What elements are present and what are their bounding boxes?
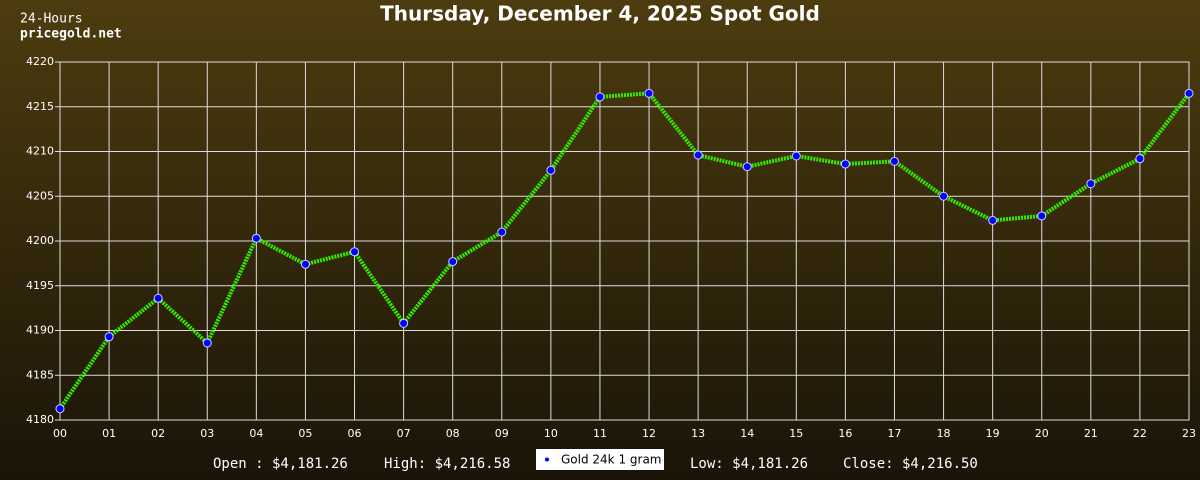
x-tick-label: 17 <box>887 427 901 440</box>
x-tick-label: 15 <box>789 427 803 440</box>
x-tick-label: 18 <box>937 427 951 440</box>
summary-stat: Low: $4,181.26 <box>690 456 808 472</box>
y-tick-label: 4180 <box>26 413 54 426</box>
data-point <box>939 191 949 201</box>
data-point <box>644 88 654 98</box>
line <box>58 91 1191 410</box>
y-tick-label: 4220 <box>26 55 54 68</box>
x-tick-label: 02 <box>151 427 165 440</box>
data-point <box>202 338 212 348</box>
y-tick-label: 4200 <box>26 234 54 247</box>
data-point <box>595 92 605 102</box>
x-tick-label: 03 <box>200 427 214 440</box>
data-point <box>840 159 850 169</box>
x-tick-label: 04 <box>249 427 263 440</box>
summary-stat: Open : $4,181.26 <box>213 456 348 472</box>
x-tick-label: 14 <box>740 427 754 440</box>
x-tick-label: 08 <box>446 427 460 440</box>
x-tick-label: 11 <box>593 427 607 440</box>
data-point <box>742 162 752 172</box>
y-tick-label: 4205 <box>26 189 54 202</box>
x-tick-label: 12 <box>642 427 656 440</box>
data-point <box>399 318 409 328</box>
legend-label: Gold 24k 1 gram <box>561 453 661 467</box>
data-point <box>104 332 114 342</box>
legend-marker <box>545 457 549 462</box>
x-tick-label: 05 <box>298 427 312 440</box>
x-tick-label: 01 <box>102 427 116 440</box>
x-tick-label: 22 <box>1133 427 1147 440</box>
data-point <box>300 259 310 269</box>
data-point <box>55 404 65 414</box>
data-point <box>791 151 801 161</box>
y-tick-label: 4195 <box>26 279 54 292</box>
data-point <box>153 293 163 303</box>
data-point <box>1135 154 1145 164</box>
summary-stat: High: $4,216.58 <box>384 456 510 472</box>
x-tick-label: 19 <box>986 427 1000 440</box>
chart-title: Thursday, December 4, 2025 Spot Gold <box>380 2 820 26</box>
legend-box <box>536 449 664 470</box>
site-label: pricegold.net <box>20 27 122 42</box>
y-tick-label: 4215 <box>26 100 54 113</box>
site-label: 24-Hours <box>20 12 83 27</box>
data-point <box>448 257 458 267</box>
data-point <box>988 215 998 225</box>
x-tick-label: 13 <box>691 427 705 440</box>
x-tick-label: 09 <box>495 427 509 440</box>
data-point <box>889 156 899 166</box>
data-point <box>693 150 703 160</box>
x-tick-label: 06 <box>348 427 362 440</box>
x-tick-label: 20 <box>1035 427 1049 440</box>
x-tick-label: 23 <box>1182 427 1196 440</box>
data-point <box>1037 211 1047 221</box>
data-point <box>1086 179 1096 189</box>
x-tick-label: 10 <box>544 427 558 440</box>
x-tick-label: 21 <box>1084 427 1098 440</box>
summary-stat: Close: $4,216.50 <box>843 456 978 472</box>
x-tick-label: 07 <box>397 427 411 440</box>
y-tick-label: 4190 <box>26 324 54 337</box>
y-tick-label: 4210 <box>26 145 54 158</box>
data-point <box>251 233 261 243</box>
data-point <box>497 227 507 237</box>
data-point <box>1184 88 1194 98</box>
x-tick-label: 00 <box>53 427 67 440</box>
x-tick-label: 16 <box>838 427 852 440</box>
data-point <box>546 165 556 175</box>
data-point <box>350 247 360 257</box>
y-tick-label: 4185 <box>26 368 54 381</box>
